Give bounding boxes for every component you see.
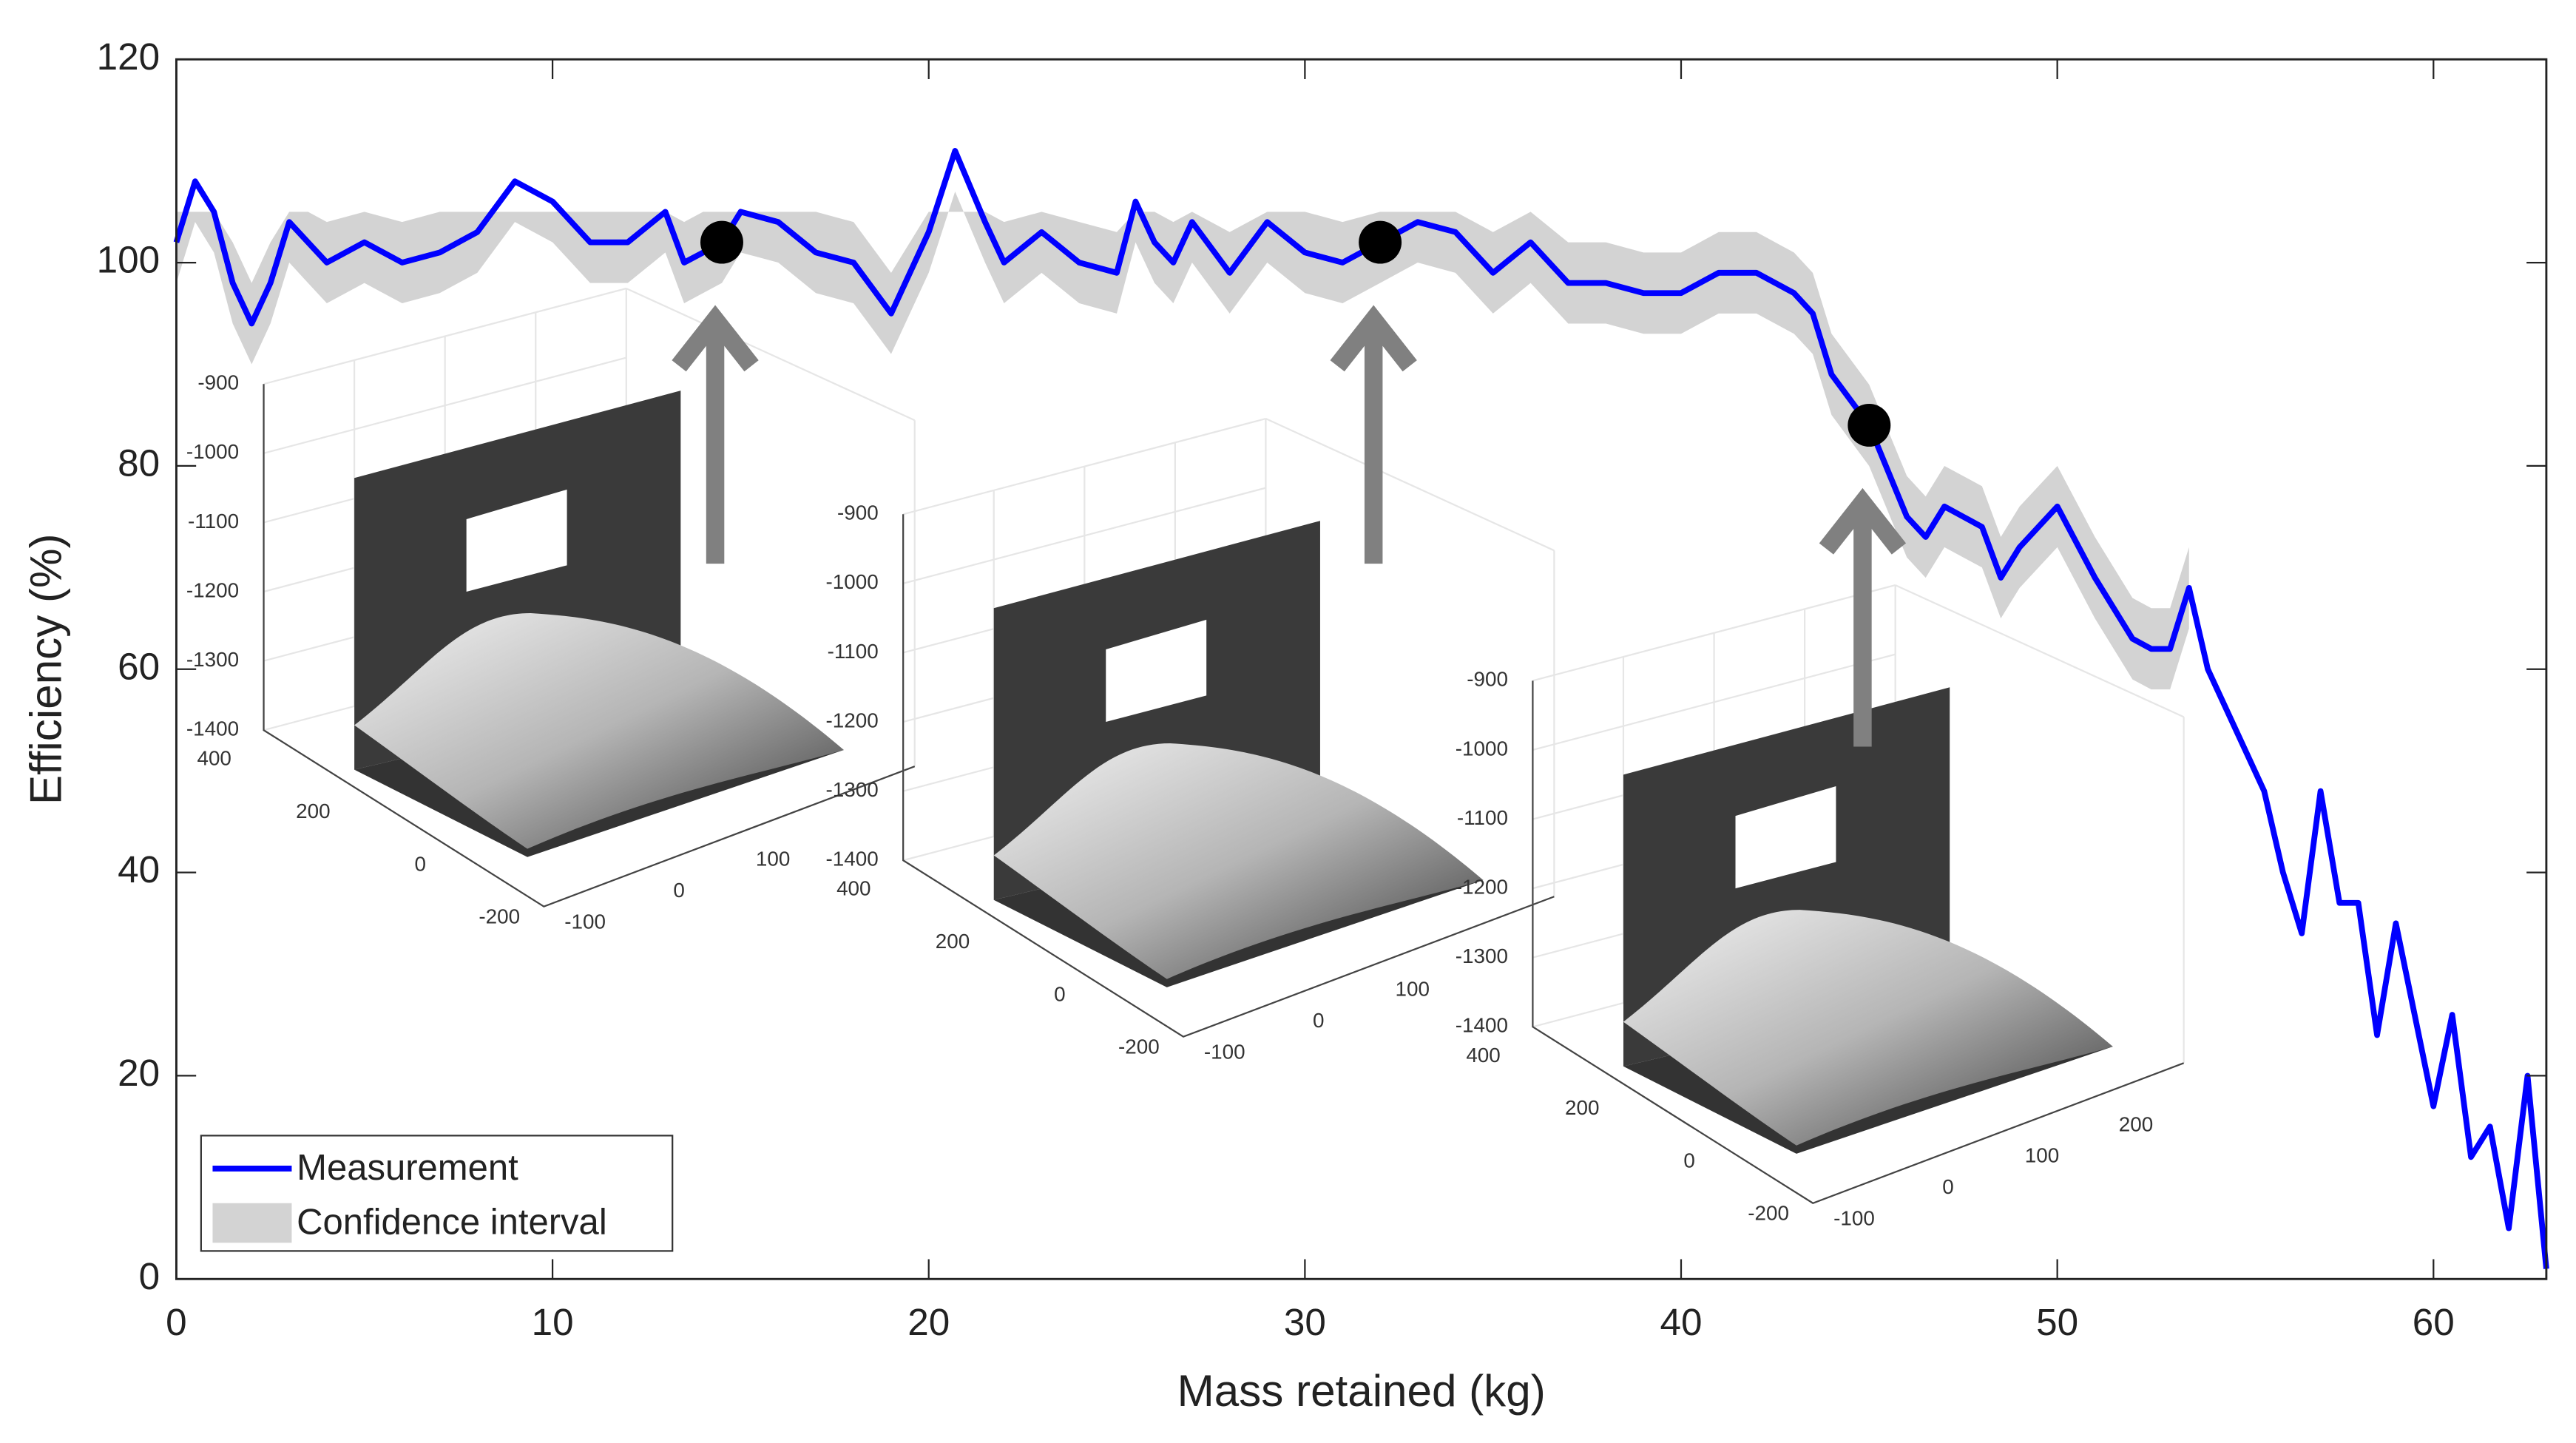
legend-label: Measurement xyxy=(297,1148,518,1188)
x-tick-label: 50 xyxy=(2036,1301,2078,1343)
y-axis-label: Efficiency (%) xyxy=(21,533,71,805)
inset-z-label: -900 xyxy=(837,501,879,524)
y-tick-label: 40 xyxy=(118,848,160,891)
inset-window xyxy=(466,489,567,592)
inset-y-label: 0 xyxy=(1054,982,1065,1005)
inset-z-label: -1100 xyxy=(188,510,239,533)
inset-z-label: -1000 xyxy=(1456,737,1508,760)
inset-x-label: 0 xyxy=(1942,1175,1953,1198)
inset-z-label: -1100 xyxy=(1457,806,1508,829)
x-tick-label: 30 xyxy=(1284,1301,1326,1343)
plot-area: 0 10 20 30 40 50 60 0 20 40 60 80 100 120 Measurement C… xyxy=(97,36,2549,1343)
inset-x-label: 200 xyxy=(2119,1112,2153,1135)
inset-grid xyxy=(626,287,916,422)
inset-x-label: 0 xyxy=(1313,1009,1324,1032)
inset-x-label: 100 xyxy=(2025,1144,2059,1167)
x-tick-label: 20 xyxy=(907,1301,950,1343)
inset-x-label: 100 xyxy=(756,848,790,871)
inset-axes xyxy=(902,514,1555,1038)
inset-x-label: 100 xyxy=(1396,978,1430,1001)
legend: Measurement Confidence interval xyxy=(200,1135,674,1252)
inset-grid xyxy=(1895,584,2185,718)
y-tick-label: 0 xyxy=(139,1255,160,1297)
inset-z-label: -1300 xyxy=(826,778,879,801)
inset-axes xyxy=(263,384,916,908)
inset-z-label: -1400 xyxy=(1456,1014,1508,1037)
inset-y-label: 200 xyxy=(936,930,970,953)
inset-x-label: -100 xyxy=(564,910,606,933)
inset-z-label: -900 xyxy=(197,371,239,394)
confidence-band xyxy=(176,191,2189,690)
inset-y-label: 200 xyxy=(1565,1096,1599,1119)
inset-surface xyxy=(1623,910,2113,1146)
arrow-head xyxy=(672,305,759,372)
inset-grid xyxy=(1265,418,1555,552)
inset-z-label: -1300 xyxy=(186,648,239,671)
legend-swatch xyxy=(212,1203,292,1243)
inset-y-label: 400 xyxy=(197,747,231,770)
x-tick-label: 0 xyxy=(166,1301,187,1343)
inset-z-label: -1200 xyxy=(186,578,239,601)
legend-label: Confidence interval xyxy=(297,1203,607,1243)
inset: -900-1000-1100-1200-1300-14004002000-200… xyxy=(826,417,1555,1063)
inset-y-label: 0 xyxy=(414,852,426,875)
inset-z-label: -1400 xyxy=(186,717,239,740)
inset-z-label: -900 xyxy=(1467,668,1508,691)
inset-z-label: -1000 xyxy=(826,570,879,593)
inset: -900-1000-1100-1200-1300-14004002000-200… xyxy=(186,287,916,933)
inset-surface xyxy=(354,612,844,849)
inset-y-label: -200 xyxy=(1118,1035,1160,1058)
arrow-head xyxy=(1330,305,1417,372)
measurement-line xyxy=(173,148,2549,1269)
inset-y-label: -200 xyxy=(479,905,520,928)
inset-z-label: -1300 xyxy=(1456,944,1508,967)
inset-axes xyxy=(1532,680,2185,1204)
inset-x-label: -100 xyxy=(1833,1206,1875,1229)
inset-z-label: -1400 xyxy=(826,848,879,871)
inset-window xyxy=(1735,785,1836,889)
x-tick-label: 10 xyxy=(532,1301,574,1343)
inset-y-label: 400 xyxy=(836,877,871,900)
inset-x-label: 0 xyxy=(673,879,685,902)
inset-z-label: -1200 xyxy=(1456,875,1508,898)
inset-z-label: -1000 xyxy=(186,440,239,463)
y-tick-label: 60 xyxy=(118,645,160,687)
insets: -900-1000-1100-1200-1300-14004002000-200… xyxy=(186,287,2185,1229)
inset-y-label: 400 xyxy=(1466,1044,1500,1067)
marker xyxy=(1359,220,1402,264)
inset-window xyxy=(1106,619,1207,723)
inset-surface xyxy=(993,743,1484,979)
x-axis-label: Mass retained (kg) xyxy=(1177,1366,1546,1416)
y-tick-label: 120 xyxy=(97,36,160,78)
y-tick-label: 80 xyxy=(118,442,160,484)
y-tick-label: 20 xyxy=(118,1052,160,1094)
inset-x-label: -100 xyxy=(1204,1040,1245,1063)
inset-y-label: 0 xyxy=(1683,1149,1694,1172)
x-tick-label: 40 xyxy=(1660,1301,1703,1343)
inset-z-label: -1200 xyxy=(826,709,879,731)
marker xyxy=(1848,403,1891,447)
inset-y-label: 200 xyxy=(296,800,330,822)
x-tick-label: 60 xyxy=(2413,1301,2455,1343)
inset-y-label: -200 xyxy=(1748,1202,1789,1225)
inset: -900-1000-1100-1200-1300-14004002000-200… xyxy=(1456,584,2185,1229)
y-tick-label: 100 xyxy=(97,239,160,281)
arrow-head xyxy=(1819,487,1907,555)
marker xyxy=(700,220,743,264)
inset-z-label: -1100 xyxy=(828,640,879,663)
